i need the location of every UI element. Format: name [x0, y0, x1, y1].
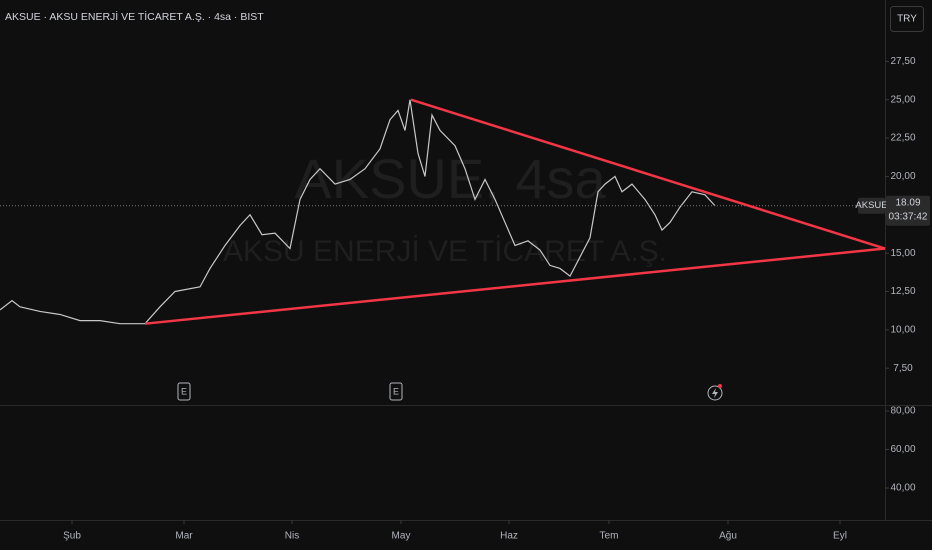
y-tick-label: 20,00 [890, 171, 915, 182]
x-tick-label: Eyl [833, 531, 847, 542]
x-tick-label: Tem [600, 531, 619, 542]
indicator-tick-label: 40,00 [890, 483, 915, 494]
x-tick-label: Nis [285, 531, 299, 542]
y-tick-label: 15,00 [890, 248, 915, 259]
x-tick-label: May [392, 531, 411, 542]
price-line [0, 99, 716, 325]
y-tick-label: 7,50 [893, 363, 913, 374]
countdown: 03:37:42 [889, 211, 928, 222]
y-tick-label: 27,50 [890, 56, 915, 67]
lightning-icon[interactable] [707, 384, 723, 401]
icon-circle [707, 385, 723, 401]
x-tick-label: Şub [63, 531, 81, 542]
y-tick-label: 25,00 [890, 94, 915, 105]
watermark: AKSUE, 4sa [294, 147, 606, 210]
trendline [410, 98, 886, 250]
indicator-tick-label: 80,00 [890, 406, 915, 417]
x-tick-label: Mar [175, 531, 193, 542]
indicator-tick-label: 60,00 [890, 444, 915, 455]
currency-button[interactable] [890, 6, 924, 32]
currency[interactable]: TRY [897, 14, 917, 25]
event-label: E [181, 386, 187, 396]
event-marker [389, 382, 403, 401]
trendline [144, 247, 886, 325]
last-price-label: 18.09 [895, 197, 920, 208]
chart-title: AKSUE · AKSU ENERJİ VE TİCARET A.Ş. · 4s… [5, 10, 264, 23]
icon-dot [718, 384, 722, 388]
icon-bolt [712, 388, 718, 398]
event-marker [177, 382, 191, 401]
watermark-subtitle: AKSU ENERJİ VE TİCARET A.Ş. [223, 235, 667, 268]
y-tick-label: 10,00 [890, 324, 915, 335]
symbol-label: AKSUE [855, 200, 887, 211]
x-tick-label: Ağu [719, 531, 737, 542]
y-tick-label: 22,50 [890, 133, 915, 144]
symbol-label-box [858, 197, 885, 214]
last-price-box [886, 195, 930, 226]
event-label: E [393, 386, 399, 396]
y-tick-label: 12,50 [890, 286, 915, 297]
x-tick-label: Haz [500, 531, 518, 542]
